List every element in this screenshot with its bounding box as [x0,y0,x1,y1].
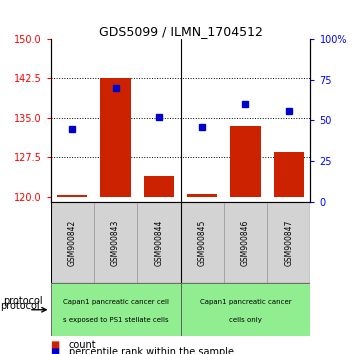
Text: GSM900846: GSM900846 [241,219,250,266]
Text: ■: ■ [51,340,60,350]
Bar [94,202,137,283]
Text: GSM900843: GSM900843 [111,219,120,266]
Text: ■: ■ [51,347,60,354]
Bar [57,195,87,196]
Text: s exposed to PS1 stellate cells: s exposed to PS1 stellate cells [63,318,168,323]
Bar [180,202,224,283]
Text: GSM900842: GSM900842 [68,219,77,266]
Text: GSM900845: GSM900845 [198,219,206,266]
Text: protocol: protocol [4,296,43,306]
Text: Capan1 pancreatic cancer cell: Capan1 pancreatic cancer cell [62,299,169,305]
Bar [144,176,174,196]
Text: percentile rank within the sample: percentile rank within the sample [69,347,234,354]
Bar [180,283,310,336]
Bar [51,283,180,336]
Text: GSM900847: GSM900847 [284,219,293,266]
Title: GDS5099 / ILMN_1704512: GDS5099 / ILMN_1704512 [99,25,262,38]
Bar [100,78,131,196]
Bar [230,126,261,196]
Bar [224,202,267,283]
Text: protocol: protocol [0,301,40,311]
Bar [274,152,304,196]
Text: Capan1 pancreatic cancer: Capan1 pancreatic cancer [200,299,291,305]
Text: count: count [69,340,96,350]
Bar [51,202,94,283]
Bar [137,202,180,283]
Text: GSM900844: GSM900844 [155,219,163,266]
Bar [187,194,217,196]
Text: cells only: cells only [229,318,262,323]
Bar [267,202,310,283]
